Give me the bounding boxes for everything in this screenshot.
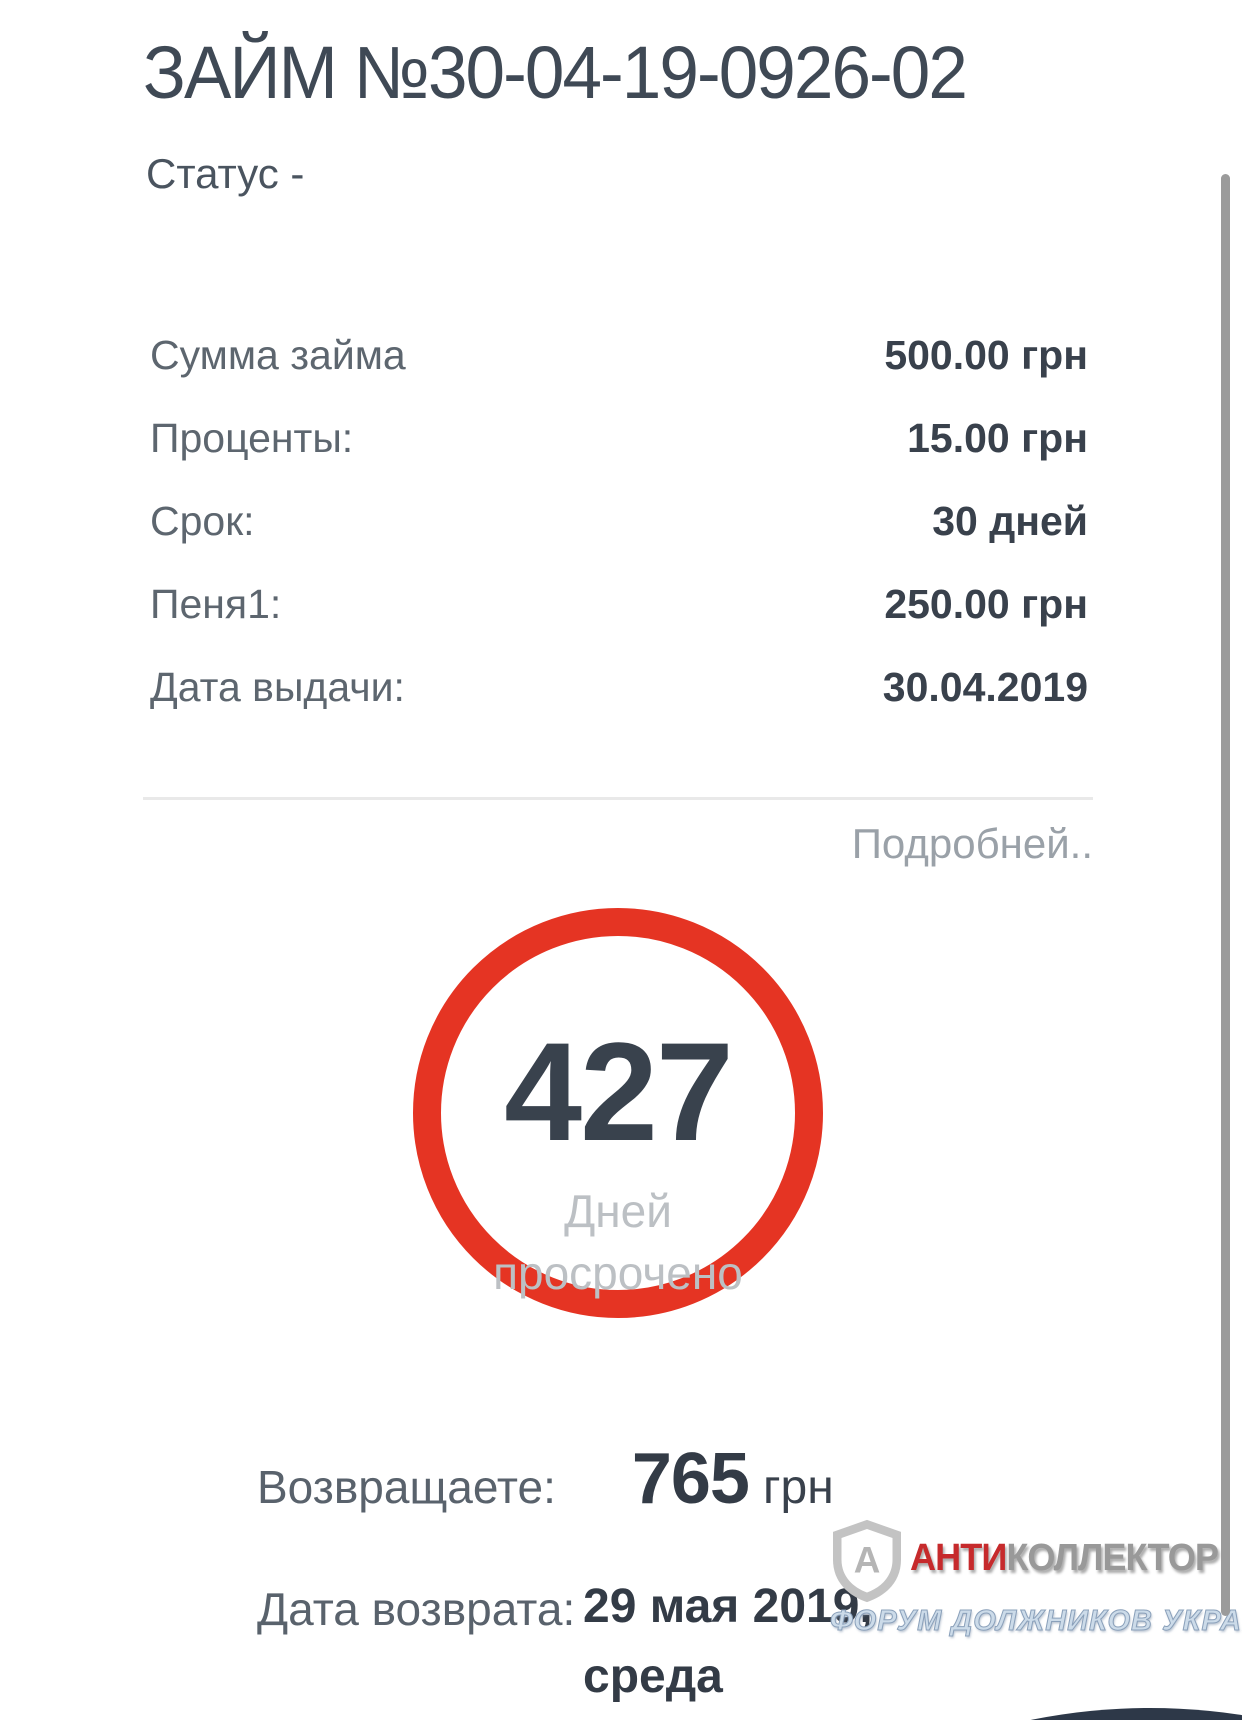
return-date-line1: 29 мая 2019, — [583, 1580, 873, 1633]
table-row: Проценты: 15.00 грн — [150, 415, 1088, 462]
watermark-subtitle: ФОРУМ ДОЛЖНИКОВ УКРАИНЫ — [830, 1605, 1242, 1638]
return-amount: 765 — [631, 1439, 750, 1519]
table-row: Пеня1: 250.00 грн — [150, 581, 1088, 628]
scrollbar-thumb[interactable] — [1221, 174, 1230, 1616]
return-date-label: Дата возврата: — [257, 1583, 576, 1635]
overdue-days-count: 427 — [504, 1013, 734, 1170]
divider — [143, 797, 1093, 800]
row-value: 500.00 грн — [884, 332, 1088, 378]
table-row: Дата выдачи: 30.04.2019 — [150, 664, 1088, 711]
return-amount-row: Возвращаете: 765 грн — [257, 1438, 834, 1520]
watermark-brand: АНТИКОЛЛЕКТОР — [910, 1537, 1219, 1580]
return-label: Возвращаете: — [257, 1461, 556, 1513]
overdue-days-ring: 427 Дней просрочено — [413, 908, 823, 1318]
row-label: Пеня1: — [150, 581, 282, 627]
row-label: Сумма займа — [150, 332, 406, 378]
shield-icon: A — [833, 1519, 901, 1603]
watermark-brand-gray: КОЛЛЕКТОР — [1006, 1537, 1219, 1579]
details-link[interactable]: Подробней.. — [851, 820, 1093, 867]
return-date-value: 29 мая 2019, среда — [583, 1572, 873, 1712]
return-date-line2: среда — [583, 1650, 723, 1703]
shield-letter: A — [854, 1540, 881, 1581]
row-label: Дата выдачи: — [150, 664, 405, 710]
loan-status: Статус - — [146, 150, 305, 197]
row-label: Срок: — [150, 498, 255, 544]
watermark-brand-red: АНТИ — [910, 1537, 1007, 1579]
row-label: Проценты: — [150, 415, 354, 461]
row-value: 250.00 грн — [884, 581, 1088, 627]
table-row: Сумма займа 500.00 грн — [150, 332, 1088, 379]
row-value: 30 дней — [932, 498, 1088, 544]
page-title: ЗАЙМ №30-04-19-0926-02 — [143, 31, 968, 114]
return-currency: грн — [762, 1461, 834, 1514]
loan-details-table: Сумма займа 500.00 грн Проценты: 15.00 г… — [150, 332, 1088, 747]
overdue-caption-line2: просрочено — [493, 1247, 743, 1299]
row-value: 15.00 грн — [907, 415, 1088, 461]
row-value: 30.04.2019 — [882, 664, 1088, 710]
overdue-caption-line1: Дней — [564, 1185, 672, 1237]
table-row: Срок: 30 дней — [150, 498, 1088, 545]
anticollector-watermark: A АНТИКОЛЛЕКТОР ФОРУМ ДОЛЖНИКОВ УКРАИНЫ — [830, 1515, 1242, 1655]
